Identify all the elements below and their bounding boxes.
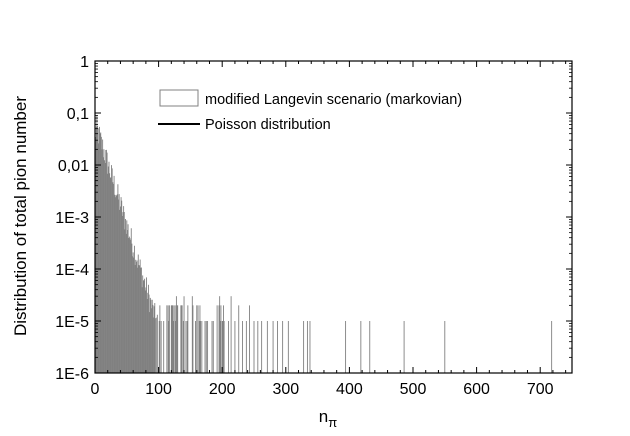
y-tick-label: 1E-5 xyxy=(55,314,89,331)
axis-ticks xyxy=(94,60,572,374)
x-tick-label: 100 xyxy=(145,381,172,398)
x-tick-label: 0 xyxy=(91,381,100,398)
x-tick-label: 600 xyxy=(463,381,490,398)
x-tick-label: 700 xyxy=(527,381,554,398)
x-axis-title-sub: π xyxy=(328,415,337,430)
y-tick-labels: 1E-6 1E-5 1E-4 1E-3 0,01 0,1 1 xyxy=(55,54,89,383)
x-tick-label: 200 xyxy=(209,381,236,398)
histogram-bars xyxy=(94,115,553,373)
y-tick-label: 0,1 xyxy=(67,106,89,123)
legend: modified Langevin scenario (markovian) P… xyxy=(158,89,462,133)
x-axis-title-main: n xyxy=(319,407,328,426)
x-tick-labels: 0 100 200 300 400 500 600 700 xyxy=(91,381,554,398)
legend-label-histogram: modified Langevin scenario (markovian) xyxy=(205,92,462,108)
x-axis-title: nπ xyxy=(319,407,337,430)
legend-swatch-histogram xyxy=(159,89,199,107)
x-tick-label: 500 xyxy=(400,381,427,398)
y-tick-label: 1 xyxy=(80,54,89,71)
y-tick-label: 1E-3 xyxy=(55,210,89,227)
legend-label-poisson: Poisson distribution xyxy=(205,117,331,133)
x-tick-label: 400 xyxy=(336,381,363,398)
y-axis-title: Distribution of total pion number xyxy=(11,96,30,336)
y-tick-label: 1E-4 xyxy=(55,262,89,279)
y-tick-label: 1E-6 xyxy=(55,366,89,383)
x-tick-label: 300 xyxy=(272,381,299,398)
y-tick-label: 0,01 xyxy=(58,158,89,175)
